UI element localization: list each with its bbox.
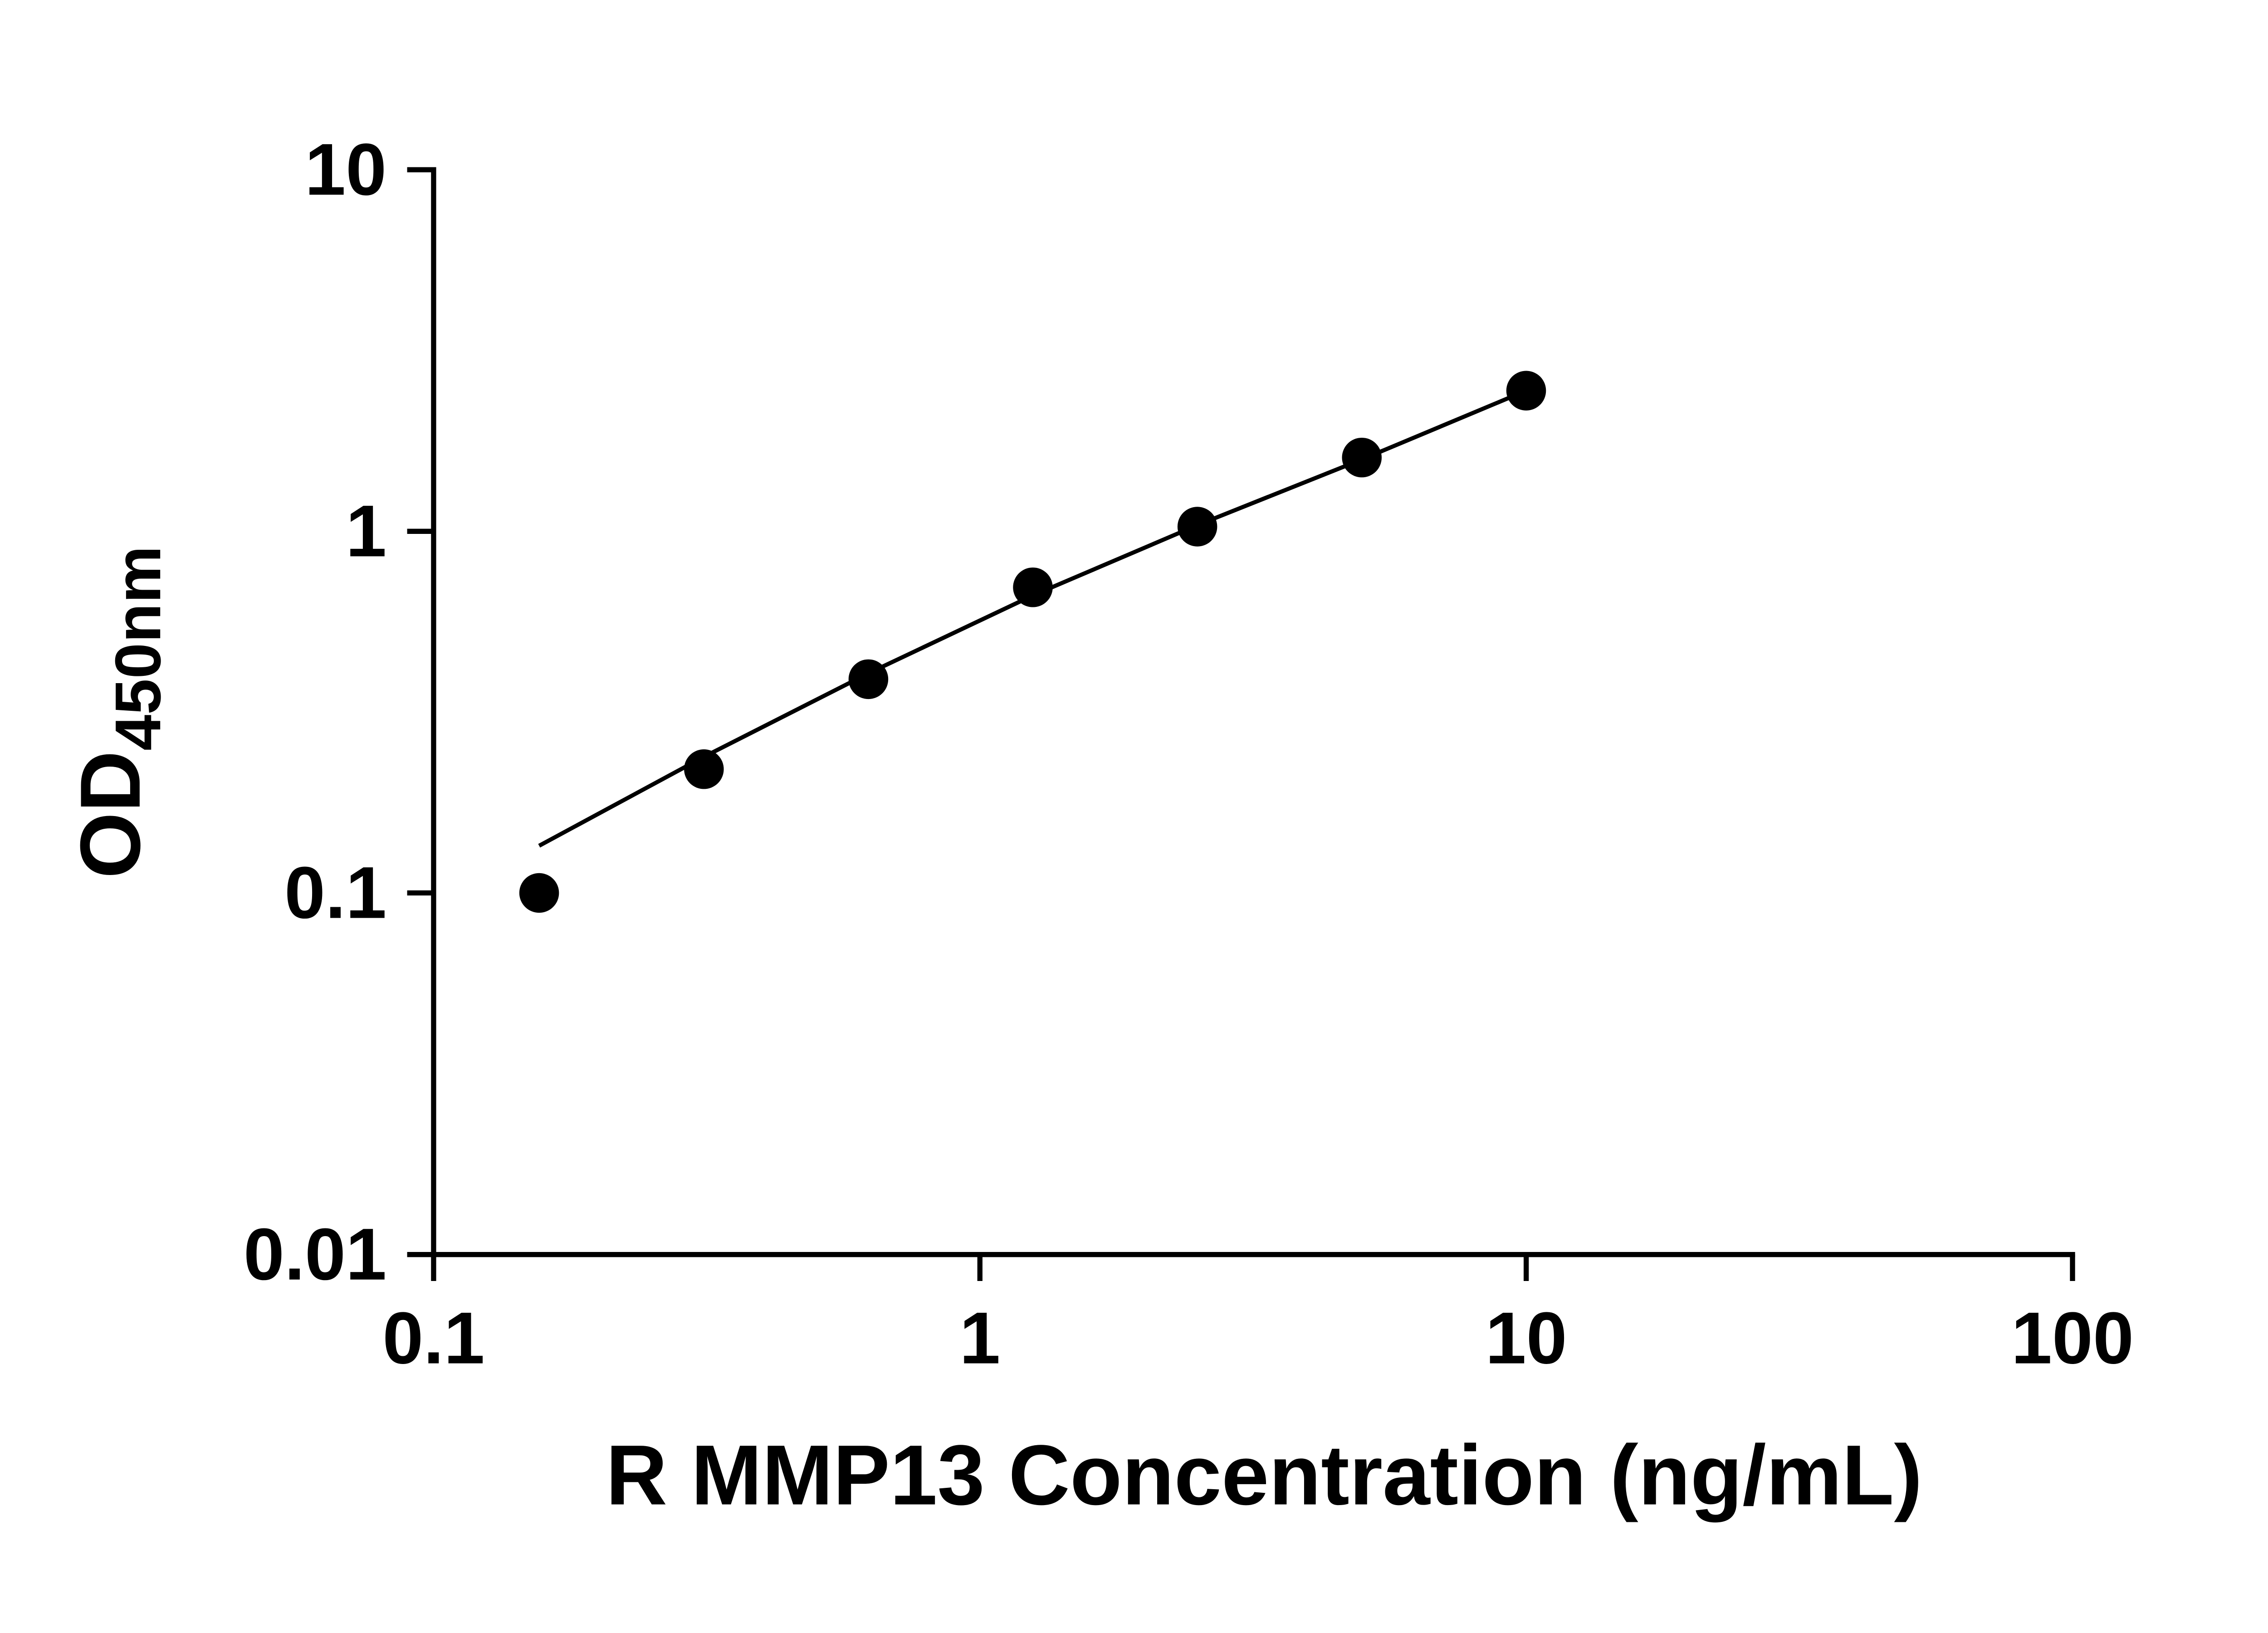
data-point (1342, 437, 1382, 478)
y-tick-label: 0.01 (244, 1213, 386, 1296)
x-axis-title: R MMP13 Concentration (ng/mL) (606, 1428, 1922, 1523)
data-point (1506, 371, 1546, 411)
x-tick-label: 0.1 (382, 1297, 484, 1379)
y-axis-title: OD450nm (63, 546, 174, 879)
y-axis-title-main: OD (63, 751, 158, 879)
x-tick-label: 100 (2011, 1297, 2134, 1379)
y-tick-label: 1 (346, 490, 386, 572)
y-axis-title-sub: 450nm (102, 546, 174, 751)
data-point (519, 873, 559, 913)
x-tick-label: 10 (1486, 1297, 1567, 1379)
y-tick-label: 10 (305, 128, 386, 210)
data-point (1013, 567, 1053, 607)
data-point (684, 749, 724, 789)
y-tick-label: 0.1 (284, 852, 386, 934)
data-point (1177, 507, 1217, 547)
x-tick-label: 1 (959, 1297, 1000, 1379)
data-point (848, 659, 889, 699)
